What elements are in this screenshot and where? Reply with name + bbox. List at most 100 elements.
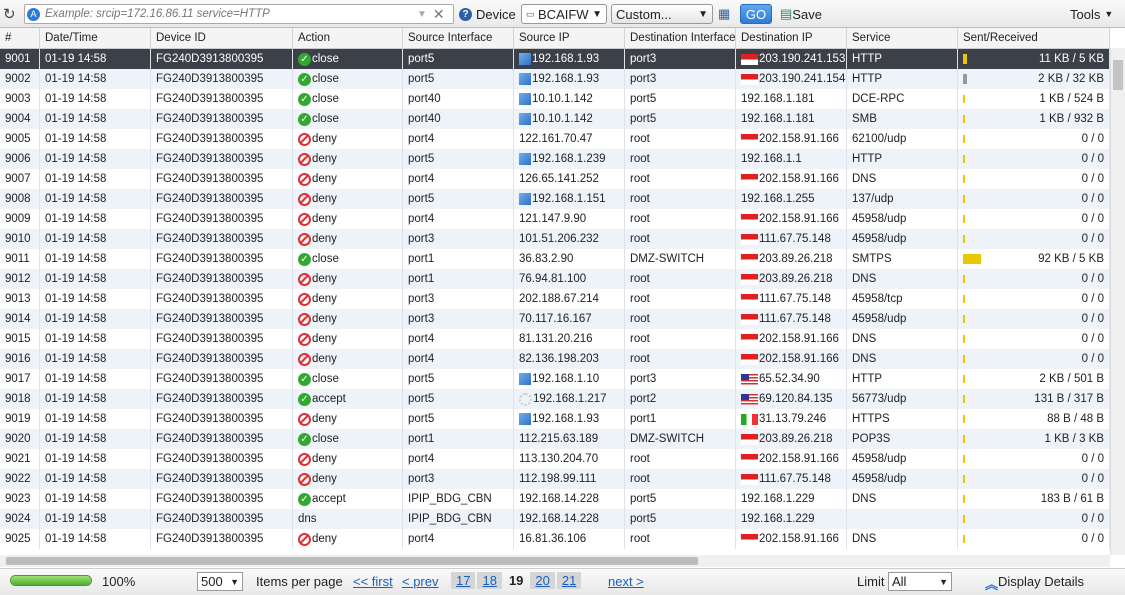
table-row[interactable]: 9022 01-19 14:58 FG240D3913800395 deny port3… xyxy=(0,469,1110,489)
table-row[interactable]: 9024 01-19 14:58 FG240D3913800395 dns IPIP_B… xyxy=(0,509,1110,529)
table-row[interactable]: 9016 01-19 14:58 FG240D3913800395 deny port4… xyxy=(0,349,1110,369)
filter-dropdown-icon[interactable]: ▼ xyxy=(417,8,427,20)
column-header[interactable]: Destination Interface xyxy=(625,28,736,48)
table-row[interactable]: 9018 01-19 14:58 FG240D3913800395 ✓ accept po… xyxy=(0,389,1110,409)
column-header[interactable]: Source IP xyxy=(514,28,625,48)
service: DCE-RPC xyxy=(852,93,905,105)
device-id: FG240D3913800395 xyxy=(156,493,264,505)
scrollbar-thumb[interactable] xyxy=(1113,60,1123,90)
flag-id-icon xyxy=(741,293,758,305)
table-row[interactable]: 9025 01-19 14:58 FG240D3913800395 deny port4… xyxy=(0,529,1110,549)
device-id: FG240D3913800395 xyxy=(156,133,264,145)
table-row[interactable]: 9011 01-19 14:58 FG240D3913800395 ✓ close por… xyxy=(0,249,1110,269)
action: close xyxy=(312,73,339,85)
table-row[interactable]: 9019 01-19 14:58 FG240D3913800395 deny port5… xyxy=(0,409,1110,429)
time-select[interactable]: Custom... ▼ xyxy=(611,4,713,24)
save-icon: ▤ xyxy=(780,6,793,21)
page-17-link[interactable]: 17 xyxy=(451,572,476,589)
cell-time: 01-19 14:58 xyxy=(40,309,151,329)
device-id: FG240D3913800395 xyxy=(156,213,264,225)
page-21-link[interactable]: 21 xyxy=(556,572,582,589)
device-select[interactable]: ▭ BCAIFW ▼ xyxy=(521,4,607,24)
prev-page-link[interactable]: < prev xyxy=(402,574,439,589)
column-header[interactable]: Action xyxy=(293,28,403,48)
sent-received: 2 KB / 501 B xyxy=(1039,373,1104,385)
source-ip: 81.131.20.216 xyxy=(519,333,593,345)
table-row[interactable]: 9006 01-19 14:58 FG240D3913800395 deny port5… xyxy=(0,149,1110,169)
cell-srcip: 192.168.14.228 xyxy=(514,489,625,509)
table-row[interactable]: 9020 01-19 14:58 FG240D3913800395 ✓ close por… xyxy=(0,429,1110,449)
destination-ip: 65.52.34.90 xyxy=(759,373,820,385)
search-icon: A xyxy=(27,7,40,21)
flag-id-icon xyxy=(741,133,758,145)
cell-id: 9008 xyxy=(0,189,40,209)
column-header[interactable]: Date/Time xyxy=(40,28,151,48)
cell-srcif: port5 xyxy=(403,149,514,169)
tools-menu[interactable]: Tools ▼ xyxy=(1070,6,1114,22)
save-button[interactable]: ▤ Save xyxy=(780,4,822,24)
destination-ip: 192.168.1.229 xyxy=(741,493,815,505)
page-20-link[interactable]: 20 xyxy=(530,572,555,589)
table-row[interactable]: 9004 01-19 14:58 FG240D3913800395 ✓ close por… xyxy=(0,109,1110,129)
table-row[interactable]: 9010 01-19 14:58 FG240D3913800395 deny port3… xyxy=(0,229,1110,249)
table-row[interactable]: 9021 01-19 14:58 FG240D3913800395 deny port4… xyxy=(0,449,1110,469)
windows-icon xyxy=(519,193,531,205)
cell-id: 9021 xyxy=(0,449,40,469)
page-19-link[interactable]: 19 xyxy=(508,573,524,588)
traffic-bar xyxy=(963,275,965,283)
table-row[interactable]: 9008 01-19 14:58 FG240D3913800395 deny port5… xyxy=(0,189,1110,209)
flag-id-icon xyxy=(741,253,758,265)
cell-dstip: 192.168.1.255 xyxy=(736,189,847,209)
refresh-icon[interactable]: ↻ xyxy=(3,6,16,23)
cell-service: DNS xyxy=(847,489,958,509)
cell-action: deny xyxy=(293,289,403,309)
table-row[interactable]: 9009 01-19 14:58 FG240D3913800395 deny port4… xyxy=(0,209,1110,229)
column-header[interactable]: Source Interface xyxy=(403,28,514,48)
cell-bytes: 2 KB / 501 B xyxy=(958,369,1110,389)
cell-id: 9016 xyxy=(0,349,40,369)
source-interface: port1 xyxy=(408,273,435,285)
cell-srcip: 82.136.198.203 xyxy=(514,349,625,369)
column-header[interactable]: Device ID xyxy=(151,28,293,48)
destination-ip: 31.13.79.246 xyxy=(759,413,827,425)
page-18-link[interactable]: 18 xyxy=(477,572,502,589)
table-row[interactable]: 9007 01-19 14:58 FG240D3913800395 deny port4… xyxy=(0,169,1110,189)
table-row[interactable]: 9023 01-19 14:58 FG240D3913800395 ✓ accept IP… xyxy=(0,489,1110,509)
calendar-icon[interactable]: ▦ xyxy=(718,6,731,21)
table-row[interactable]: 9012 01-19 14:58 FG240D3913800395 deny port1… xyxy=(0,269,1110,289)
first-page-link[interactable]: << first xyxy=(353,574,393,589)
search-box[interactable]: A ▼ ✕ xyxy=(24,4,454,24)
cell-dstif: root xyxy=(625,469,736,489)
scrollbar-thumb[interactable] xyxy=(6,557,698,565)
column-header[interactable]: Sent/Received xyxy=(958,28,1110,48)
go-button[interactable]: GO xyxy=(740,4,772,24)
column-header[interactable]: Destination IP xyxy=(736,28,847,48)
table-row[interactable]: 9002 01-19 14:58 FG240D3913800395 ✓ close por… xyxy=(0,69,1110,89)
vertical-scrollbar[interactable] xyxy=(1110,48,1125,555)
table-row[interactable]: 9001 01-19 14:58 FG240D3913800395 ✓ close por… xyxy=(0,49,1110,69)
cell-time: 01-19 14:58 xyxy=(40,229,151,249)
table-row[interactable]: 9015 01-19 14:58 FG240D3913800395 deny port4… xyxy=(0,329,1110,349)
table-row[interactable]: 9017 01-19 14:58 FG240D3913800395 ✓ close por… xyxy=(0,369,1110,389)
cell-device: FG240D3913800395 xyxy=(151,449,293,469)
limit-select[interactable]: All ▼ xyxy=(888,572,952,591)
per-page-select[interactable]: 500 ▼ xyxy=(197,572,243,591)
display-details-button[interactable]: ︽ Display Details xyxy=(985,574,1084,593)
table-row[interactable]: 9014 01-19 14:58 FG240D3913800395 deny port3… xyxy=(0,309,1110,329)
cell-dstif: DMZ-SWITCH xyxy=(625,429,736,449)
table-row[interactable]: 9005 01-19 14:58 FG240D3913800395 deny port4… xyxy=(0,129,1110,149)
search-input[interactable] xyxy=(45,8,405,20)
deny-icon xyxy=(298,312,311,326)
clear-icon[interactable]: ✕ xyxy=(432,5,445,22)
limit-label: Limit xyxy=(857,574,885,589)
table-row[interactable]: 9013 01-19 14:58 FG240D3913800395 deny port3… xyxy=(0,289,1110,309)
help-icon[interactable]: ? xyxy=(459,7,472,21)
column-header[interactable]: Service xyxy=(847,28,958,48)
horizontal-scrollbar[interactable] xyxy=(0,555,1110,567)
table-row[interactable]: 9003 01-19 14:58 FG240D3913800395 ✓ close por… xyxy=(0,89,1110,109)
cell-dstif: port3 xyxy=(625,69,736,89)
next-page-link[interactable]: next > xyxy=(608,574,644,589)
sent-received: 1 KB / 3 KB xyxy=(1044,433,1104,445)
cell-dstip: 111.67.75.148 xyxy=(736,469,847,489)
column-header[interactable]: # xyxy=(0,28,40,48)
